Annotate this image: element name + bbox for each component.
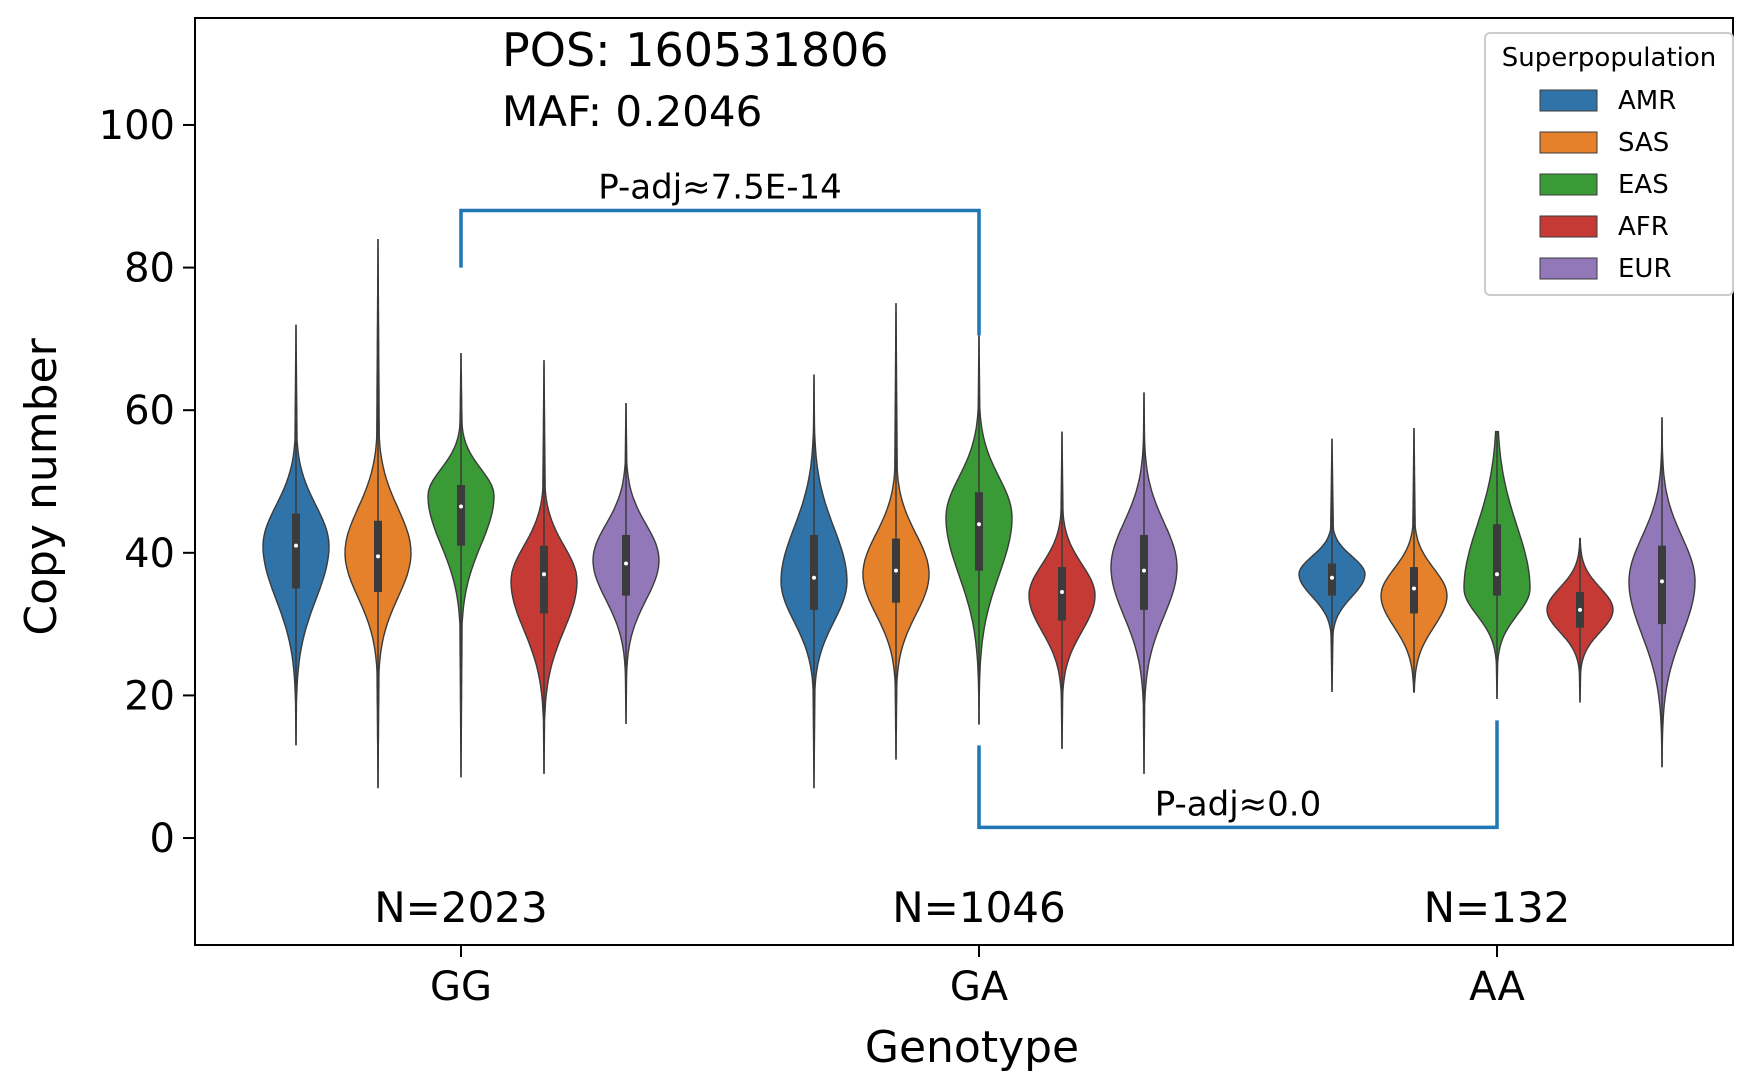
violin-iqr-box [975, 492, 983, 571]
legend: Superpopulation AMR SAS EAS AFR EUR [1484, 32, 1734, 296]
legend-label: AMR [1618, 86, 1676, 116]
violin-median-dot [977, 522, 981, 527]
violin-median-dot [542, 572, 546, 577]
plot-frame [194, 17, 1734, 946]
count-label: N=132 [1424, 883, 1571, 932]
legend-swatch-afr [1539, 215, 1598, 238]
legend-label: EAS [1618, 170, 1669, 200]
significance-bracket [459, 208, 981, 336]
y-tick-label: 40 [124, 531, 175, 577]
violin-iqr-box [457, 485, 465, 546]
y-tick-label: 80 [124, 246, 175, 292]
y-tick-label: 60 [124, 388, 175, 434]
violin-median-dot [1330, 575, 1334, 580]
violins-layer [262, 239, 1696, 789]
violin-median-dot [1578, 607, 1582, 612]
violin-median-dot [894, 568, 898, 573]
count-label: N=2023 [374, 883, 548, 932]
legend-title: Superpopulation [1502, 43, 1717, 73]
violin-median-dot [1495, 572, 1499, 577]
significance-bracket [977, 720, 1499, 830]
violin-median-dot [624, 561, 628, 566]
x-tick-label: GG [430, 964, 492, 1010]
count-labels: N=2023 N=1046 N=132 [374, 883, 1570, 932]
legend-swatch-eur [1539, 257, 1598, 280]
y-tick-label: 20 [124, 673, 175, 719]
maf-annotation: MAF: 0.2046 [502, 87, 762, 136]
violin-iqr-box [540, 545, 548, 614]
violin-median-dot [294, 543, 298, 548]
legend-label: EUR [1618, 254, 1672, 284]
legend-swatch-amr [1539, 89, 1598, 112]
y-axis-title: Copy number [16, 337, 67, 635]
violin-iqr-box [292, 513, 300, 589]
violin-median-dot [459, 504, 463, 509]
violin-median-dot [1412, 586, 1416, 591]
violin-median-dot [1142, 568, 1146, 573]
violin-iqr-box [1493, 524, 1501, 596]
count-label: N=1046 [892, 883, 1066, 932]
legend-label: AFR [1618, 212, 1669, 242]
x-tick-label: AA [1469, 964, 1525, 1010]
y-tick-label: 0 [150, 816, 175, 862]
x-axis-title: Genotype [865, 1022, 1079, 1073]
position-annotation: POS: 160531806 [502, 23, 889, 77]
significance-brackets: P-adj≈7.5E-14 P-adj≈0.0 [459, 168, 1499, 830]
violin-median-dot [1660, 579, 1664, 584]
violin-median-dot [376, 554, 380, 559]
x-tick-label: GA [950, 964, 1009, 1010]
significance-label: P-adj≈0.0 [1155, 784, 1321, 824]
legend-swatch-eas [1539, 173, 1598, 196]
x-axis: GG GA AA [430, 945, 1526, 1010]
legend-label: SAS [1618, 128, 1669, 158]
y-axis: 0 20 40 60 80 100 [99, 103, 195, 862]
y-tick-label: 100 [99, 103, 175, 149]
violin-median-dot [1060, 590, 1064, 595]
significance-label: P-adj≈7.5E-14 [598, 168, 841, 208]
legend-swatch-sas [1539, 131, 1598, 154]
violin-median-dot [812, 575, 816, 580]
violin-iqr-box [810, 534, 818, 610]
violin-iqr-box [1658, 545, 1666, 625]
